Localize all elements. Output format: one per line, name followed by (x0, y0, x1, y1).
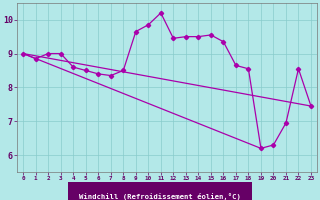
Text: Windchill (Refroidissement éolien,°C): Windchill (Refroidissement éolien,°C) (79, 193, 241, 200)
